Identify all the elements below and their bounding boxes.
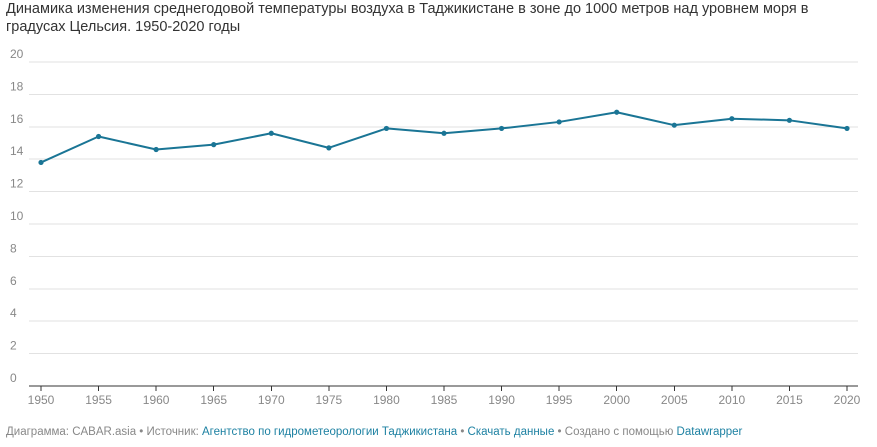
y-tick-label: 8 — [10, 241, 17, 255]
y-tick-label: 20 — [10, 47, 24, 61]
x-tick-label: 2010 — [719, 393, 746, 407]
series-line — [40, 111, 848, 164]
chart-title: Динамика изменения среднегодовой темпера… — [6, 1, 809, 35]
x-tick-label: 1970 — [258, 393, 285, 407]
data-point — [498, 125, 505, 132]
y-tick-label: 14 — [10, 144, 24, 158]
data-point — [211, 142, 217, 148]
y-tick-label: 4 — [10, 306, 17, 320]
data-point — [38, 159, 44, 166]
y-tick-label: 0 — [10, 371, 17, 385]
x-axis-ticks: 1950 1955 1960 1965 1970 1975 1980 1985 1990 1995… — [28, 386, 861, 407]
footer-separator: • — [457, 426, 468, 438]
x-tick-label: 1995 — [546, 393, 573, 407]
x-tick-label: 2015 — [776, 393, 803, 407]
x-tick-label: 1990 — [488, 393, 515, 407]
footer-created-with: • Создано с помощью — [554, 426, 677, 438]
series-layer — [38, 109, 850, 166]
data-point — [556, 119, 562, 125]
footer-credit: Диаграмма: CABAR.asia • Источник: — [6, 426, 203, 438]
data-point — [671, 122, 677, 128]
datawrapper-link[interactable]: Datawrapper — [676, 426, 743, 438]
data-point — [95, 133, 102, 140]
x-tick-label: 1965 — [200, 393, 227, 407]
y-tick-label: 12 — [10, 177, 24, 191]
x-tick-label: 1960 — [143, 393, 170, 407]
x-tick-label: 1975 — [316, 393, 343, 407]
grid-layer — [29, 61, 858, 387]
data-point — [153, 146, 159, 153]
data-point — [786, 117, 793, 123]
x-tick-label: 2000 — [603, 393, 630, 407]
data-point — [614, 109, 620, 115]
x-tick-label: 1985 — [431, 393, 458, 407]
data-point — [268, 130, 274, 136]
source-link[interactable]: Агентство по гидрометеорологии Таджикист… — [202, 426, 458, 438]
x-tick-label: 1980 — [373, 393, 400, 407]
data-point — [729, 116, 735, 122]
y-tick-label: 16 — [10, 112, 24, 126]
data-point — [326, 145, 332, 151]
data-point — [383, 125, 390, 132]
x-tick-label: 2020 — [834, 393, 861, 407]
y-tick-label: 18 — [10, 79, 24, 93]
y-tick-label: 2 — [10, 339, 17, 353]
y-tick-label: 6 — [10, 274, 17, 288]
x-tick-label: 1955 — [85, 393, 112, 407]
data-point — [441, 130, 447, 136]
x-tick-label: 2005 — [661, 393, 688, 407]
data-point — [844, 125, 850, 132]
x-tick-label: 1950 — [28, 393, 55, 407]
y-tick-label: 10 — [10, 209, 24, 223]
chart-footer: Диаграмма: CABAR.asia • Источник: Агентс… — [6, 426, 742, 438]
y-axis-ticks: 0 2 4 6 8 10 12 14 16 18 20 — [10, 47, 24, 385]
download-data-link[interactable]: Скачать данные — [467, 426, 555, 438]
